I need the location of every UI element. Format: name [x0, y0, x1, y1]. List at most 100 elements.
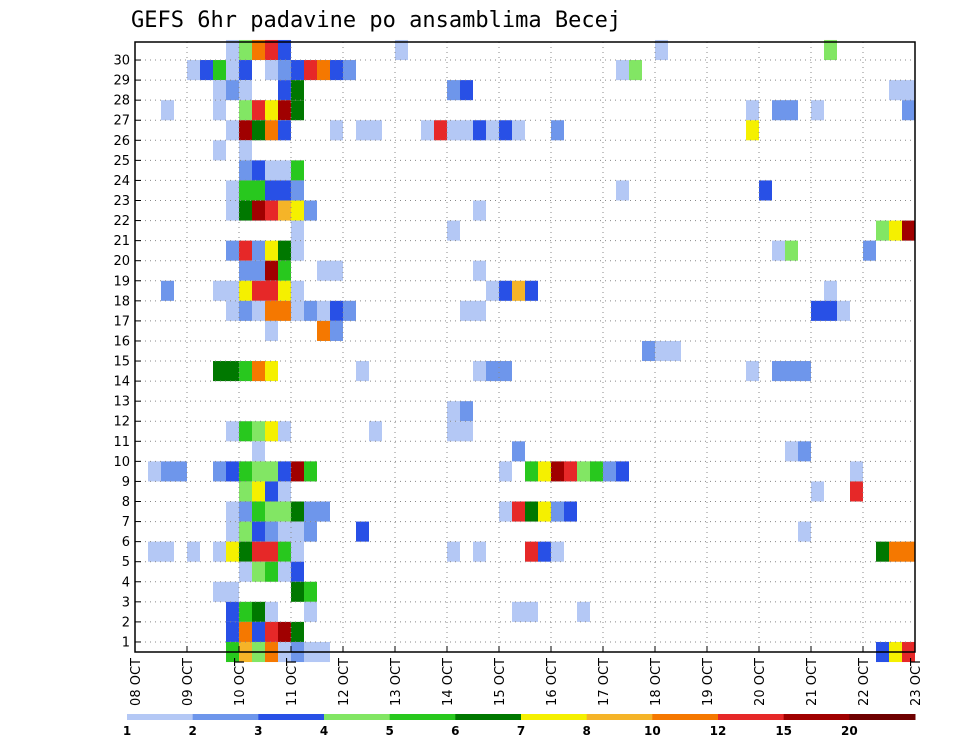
heatmap-cell	[785, 100, 798, 121]
heatmap-cell	[265, 240, 278, 261]
heatmap-cell	[265, 361, 278, 382]
heatmap-cell	[564, 501, 577, 522]
x-tick-label: 20 OCT	[753, 658, 768, 706]
heatmap-cell	[265, 501, 278, 522]
heatmap-cell	[577, 461, 590, 482]
heatmap-cell	[291, 541, 304, 562]
x-tick-label: 16 OCT	[545, 658, 560, 706]
heatmap-cell	[512, 501, 525, 522]
heatmap-cell	[239, 240, 252, 261]
heatmap-cell	[824, 280, 837, 301]
heatmap-cell	[603, 461, 616, 482]
heatmap-cell	[265, 39, 278, 61]
heatmap-cell	[278, 501, 291, 522]
heatmap-cell	[772, 100, 785, 121]
x-axis: 08 OCT 09 OCT 10 OCT 11 OCT 12 OCT 13 OCT 14 O…	[129, 646, 924, 706]
heatmap-cell	[265, 120, 278, 141]
colorbar-label: 12	[710, 724, 727, 738]
y-tick-label: 11	[113, 435, 130, 450]
heatmap-cell	[447, 80, 460, 101]
y-tick-label: 28	[113, 94, 130, 109]
heatmap-cell	[226, 120, 239, 141]
heatmap-cell	[239, 60, 252, 81]
y-tick-label: 10	[113, 455, 130, 470]
heatmap-cell	[564, 461, 577, 482]
heatmap-cell	[473, 541, 486, 562]
y-axis: 1234567891011121314151617181920212223242…	[113, 54, 141, 650]
heatmap-cell	[278, 461, 291, 482]
heatmap-cell	[265, 621, 278, 642]
heatmap-cell	[239, 180, 252, 201]
colorbar-swatch	[389, 714, 456, 720]
y-tick-label: 19	[113, 274, 130, 289]
heatmap-cell	[265, 160, 278, 181]
heatmap-cell	[304, 521, 317, 542]
heatmap-cell	[486, 280, 499, 301]
x-tick-label: 15 OCT	[493, 658, 508, 706]
heatmap-cell	[538, 501, 551, 522]
heatmap-cell	[252, 621, 265, 642]
cells-layer	[148, 39, 915, 663]
heatmap-cell	[291, 60, 304, 81]
heatmap-cell	[304, 581, 317, 602]
colorbar-swatch	[258, 714, 325, 720]
y-tick-label: 7	[122, 515, 130, 530]
heatmap-cell	[551, 541, 564, 562]
plot-frame	[134, 41, 916, 653]
heatmap-cell	[239, 501, 252, 522]
heatmap-cell	[590, 461, 603, 482]
heatmap-cell	[291, 80, 304, 101]
y-tick-label: 26	[113, 134, 130, 149]
heatmap-cell	[902, 541, 915, 562]
heatmap-cell	[850, 481, 863, 502]
y-tick-label: 14	[113, 375, 130, 390]
heatmap-cell	[629, 60, 642, 81]
heatmap-cell	[902, 80, 915, 101]
heatmap-cell	[252, 481, 265, 502]
heatmap-cell	[213, 461, 226, 482]
heatmap-cell	[265, 260, 278, 281]
heatmap-cell	[278, 80, 291, 101]
colorbar-label: 6	[451, 724, 459, 738]
heatmap-cell	[746, 120, 759, 141]
heatmap-cell	[226, 280, 239, 301]
heatmap-cell	[265, 561, 278, 582]
y-tick-label: 13	[113, 395, 130, 410]
y-tick-label: 8	[122, 495, 130, 510]
x-tick-label: 23 OCT	[909, 658, 924, 706]
heatmap-cell	[291, 300, 304, 321]
heatmap-cell	[213, 541, 226, 562]
heatmap-cell	[239, 621, 252, 642]
y-tick-label: 30	[113, 54, 130, 69]
heatmap-cell	[551, 461, 564, 482]
heatmap-cell	[434, 120, 447, 141]
heatmap-cell	[226, 200, 239, 221]
y-tick-label: 18	[113, 294, 130, 309]
x-tick-label: 22 OCT	[857, 658, 872, 706]
heatmap-cell	[252, 601, 265, 622]
grid-layer	[135, 42, 915, 652]
heatmap-cell	[902, 220, 915, 241]
heatmap-cell	[798, 361, 811, 382]
heatmap-cell	[226, 501, 239, 522]
heatmap-cell	[317, 260, 330, 281]
colorbar-swatch	[783, 714, 850, 720]
heatmap-cell	[226, 601, 239, 622]
heatmap-cell	[239, 541, 252, 562]
heatmap-cell	[499, 361, 512, 382]
colorbar-label: 4	[320, 724, 328, 738]
heatmap-cell	[265, 200, 278, 221]
y-tick-label: 9	[122, 475, 130, 490]
heatmap-cell	[252, 441, 265, 462]
heatmap-cell	[291, 621, 304, 642]
heatmap-cell	[512, 120, 525, 141]
heatmap-cell	[330, 260, 343, 281]
heatmap-cell	[291, 100, 304, 121]
heatmap-cell	[811, 481, 824, 502]
heatmap-cell	[213, 140, 226, 161]
colorbar-label: 10	[644, 724, 661, 738]
x-tick-label: 11 OCT	[285, 658, 300, 706]
heatmap-cell	[369, 120, 382, 141]
heatmap-cell	[798, 441, 811, 462]
heatmap-cell	[538, 461, 551, 482]
